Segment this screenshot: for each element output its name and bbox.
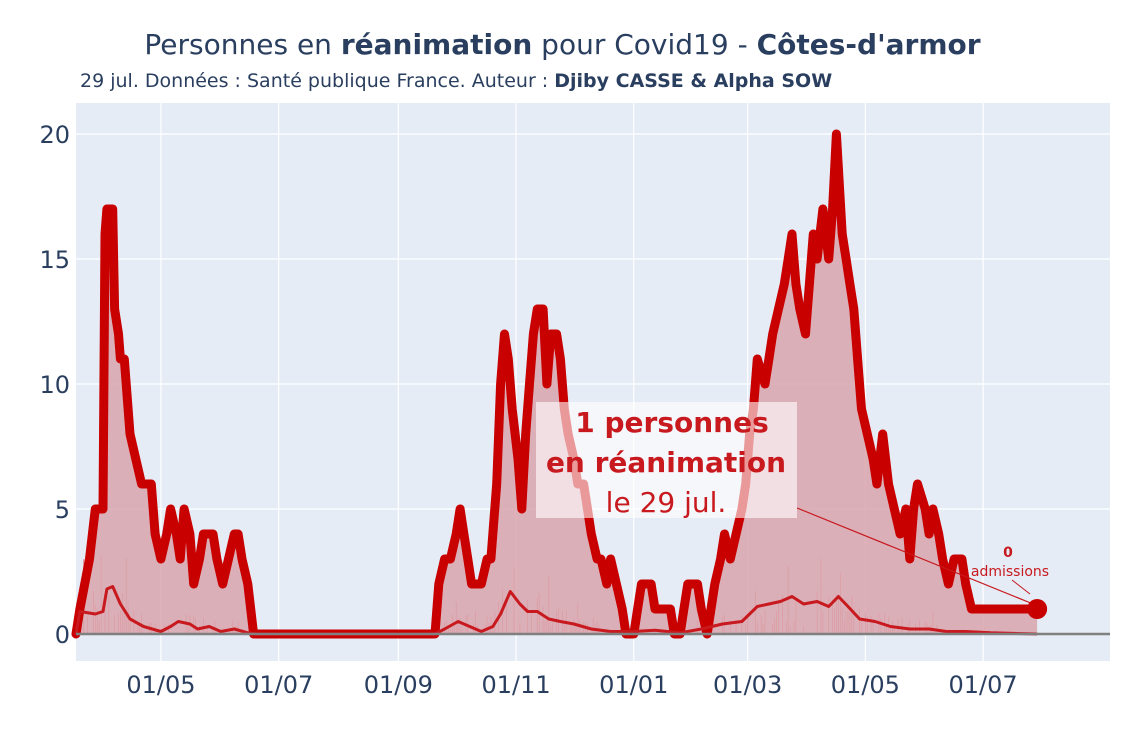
annotation-box (536, 402, 797, 518)
annotation-line-3: le 29 jul. (606, 486, 727, 519)
x-tick-label: 01/05 (831, 671, 900, 699)
x-tick-label: 01/07 (949, 671, 1018, 699)
x-tick-label: 01/01 (599, 671, 668, 699)
x-tick-label: 01/03 (713, 671, 782, 699)
subtitle-part-1: 29 jul. Données : Santé publique France.… (80, 70, 555, 92)
annotation-line-1: 1 personnes (575, 406, 769, 439)
admissions-line (74, 585, 1038, 636)
title-part-1: Personnes en (144, 28, 341, 61)
title-part-3: pour Covid19 - (532, 28, 757, 61)
y-tick-label: 10 (39, 371, 70, 399)
subtitle-authors: Djiby CASSE & Alpha SOW (554, 70, 833, 92)
last-point-marker (1027, 599, 1048, 619)
chart-title: Personnes en réanimation pour Covid19 - … (0, 28, 1125, 61)
y-tick-label: 20 (39, 121, 70, 149)
y-tick-label: 15 (39, 246, 70, 274)
admissions-arrow (1011, 579, 1031, 595)
x-tick-label: 01/09 (364, 671, 433, 699)
admissions-value: 0 (1003, 545, 1013, 561)
annotation-arrow (796, 507, 1039, 607)
x-tick-label: 01/05 (126, 671, 195, 699)
annotation-line-2: en réanimation (546, 446, 786, 479)
y-tick-label: 0 (55, 621, 70, 649)
reanimation-line (71, 129, 1042, 639)
x-tick-label: 01/07 (244, 671, 313, 699)
x-tick-label: 01/11 (481, 671, 550, 699)
y-tick-label: 5 (55, 496, 70, 524)
admissions-label: admissions (971, 564, 1049, 580)
chart-subtitle: 29 jul. Données : Santé publique France.… (80, 70, 832, 92)
title-part-4: Côtes-d'armor (756, 28, 981, 61)
title-part-2: réanimation (340, 28, 533, 61)
